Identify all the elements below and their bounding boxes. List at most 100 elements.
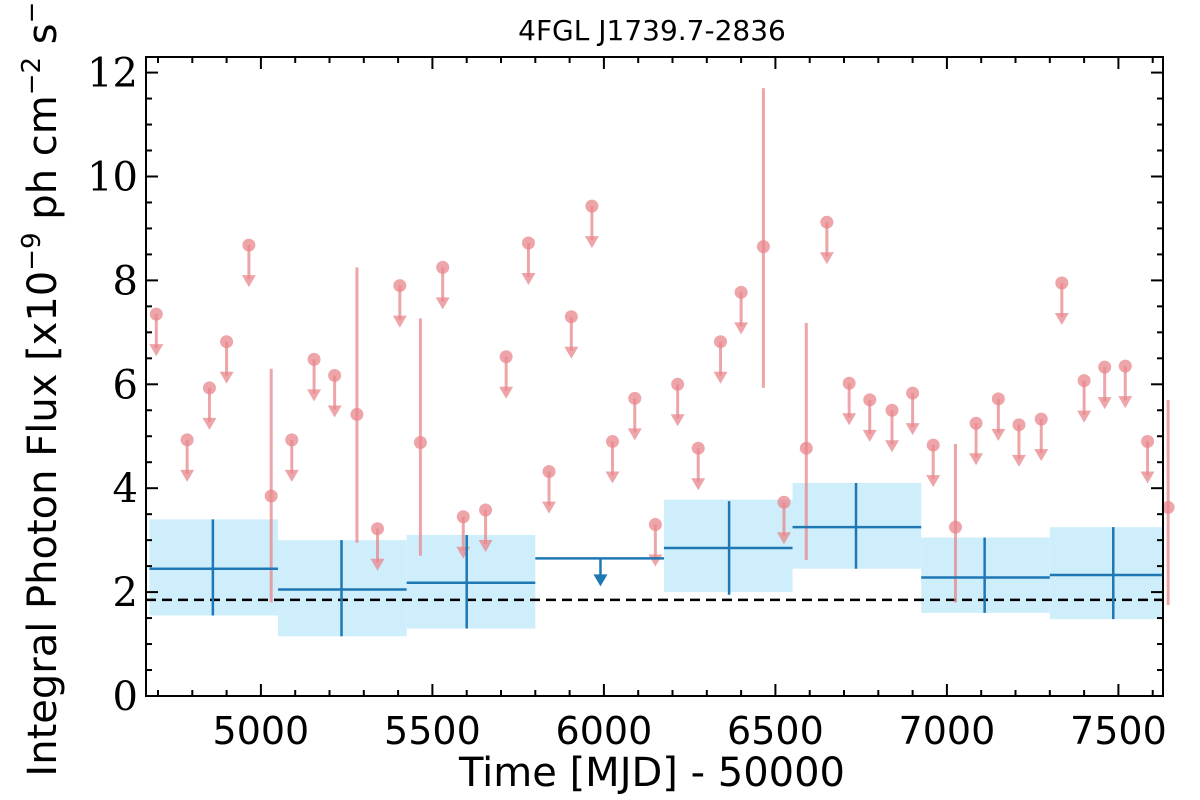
data-marker — [585, 199, 599, 213]
y-axis-label-exp2: −2 — [17, 57, 47, 95]
data-marker — [756, 240, 770, 254]
upper-limit-arrow — [842, 413, 857, 426]
data-marker — [436, 260, 450, 274]
y-axis: 0 2 4 6 8 10 12 — [87, 51, 1163, 720]
data-marker — [149, 307, 163, 321]
data-marker — [648, 518, 662, 532]
short-bin-point-12 — [413, 318, 427, 556]
data-marker — [628, 391, 642, 405]
short-bin-point-3 — [219, 335, 234, 384]
short-bin-point-22 — [627, 391, 642, 441]
y-axis-label-part2: ph cm — [20, 95, 66, 232]
x-tick-label: 6000 — [556, 709, 653, 753]
data-marker — [605, 434, 619, 448]
data-marker — [479, 503, 493, 517]
short-bin-point-47 — [1161, 399, 1175, 606]
data-marker — [393, 279, 407, 293]
short-bin-point-40 — [1011, 418, 1026, 467]
data-marker — [885, 403, 899, 417]
long-bin-point-0 — [149, 519, 279, 616]
short-bin-point-31 — [819, 215, 834, 265]
data-marker — [1055, 276, 1069, 290]
upper-limit-arrow — [1097, 397, 1112, 410]
short-bin-point-5 — [264, 368, 278, 603]
upper-limit-arrow — [202, 417, 217, 430]
short-bin-point-0 — [149, 307, 164, 357]
upper-limit-arrow — [327, 405, 342, 418]
x-tick-label: 5500 — [384, 709, 481, 753]
upper-limit-arrow — [648, 554, 663, 567]
short-bin-point-43 — [1077, 374, 1092, 423]
short-bin-point-21 — [605, 434, 620, 484]
y-tick-label: 10 — [87, 154, 138, 200]
short-bin-point-27 — [734, 285, 749, 335]
data-marker — [842, 376, 856, 390]
data-marker — [714, 335, 728, 349]
data-marker — [1098, 360, 1112, 374]
long-bin-point-3 — [535, 557, 664, 587]
y-tick-label: 8 — [113, 258, 138, 304]
upper-limit-arrow — [521, 272, 536, 285]
y-tick-label: 6 — [113, 362, 138, 408]
data-marker — [926, 438, 940, 452]
data-marker — [307, 352, 321, 366]
short-bin-point-13 — [435, 260, 450, 310]
short-bin-point-37 — [948, 444, 962, 603]
upper-limit-arrow — [819, 252, 834, 265]
short-bin-point-38 — [969, 416, 984, 466]
y-tick-label: 0 — [113, 674, 138, 720]
upper-limit-arrow — [241, 275, 256, 288]
data-marker — [991, 392, 1005, 406]
chart-title: 4FGL J1739.7-2836 — [518, 14, 786, 47]
short-bin-point-8 — [327, 368, 342, 418]
upper-limit-arrow — [627, 428, 642, 441]
short-bin-point-30 — [799, 322, 813, 560]
short-bin-point-20 — [584, 199, 599, 249]
x-tick-label: 5000 — [213, 709, 310, 753]
data-marker — [777, 495, 791, 509]
data-marker — [499, 350, 513, 364]
short-bin-point-19 — [564, 310, 579, 359]
upper-limit-arrow — [605, 471, 620, 484]
upper-limit-arrow — [734, 322, 749, 335]
upper-limit-arrow — [435, 297, 450, 310]
x-tick-label: 7500 — [1070, 709, 1167, 753]
upper-limit-arrow — [885, 440, 900, 453]
upper-limit-arrow — [542, 501, 557, 514]
long-bin-point-7 — [1049, 527, 1163, 620]
y-tick-label: 2 — [113, 570, 138, 616]
data-marker — [371, 522, 385, 536]
short-bin-point-32 — [842, 376, 857, 426]
data-marker — [328, 368, 342, 382]
upper-limit-arrow — [670, 414, 685, 427]
data-marker — [350, 407, 364, 421]
data-marker — [1118, 359, 1132, 373]
plot-area — [146, 88, 1175, 637]
upper-limit-arrow — [1011, 454, 1026, 467]
y-axis-label-exp3: −1 — [17, 0, 47, 23]
data-marker — [820, 215, 834, 229]
y-axis-label-part1: Integral Photon Flux [x10 — [20, 271, 66, 777]
short-bin-point-28 — [756, 88, 770, 388]
data-marker — [564, 310, 578, 324]
upper-limit-arrow — [691, 478, 706, 491]
data-marker — [413, 435, 427, 449]
upper-limit-arrow — [478, 540, 493, 553]
long-bin-point-2 — [406, 534, 536, 629]
long-bin-point-5 — [792, 483, 922, 569]
upper-limit-arrow — [1118, 396, 1133, 409]
short-bin-point-1 — [180, 433, 195, 482]
data-marker — [1141, 434, 1155, 448]
data-marker — [202, 381, 216, 395]
upper-limit-arrow — [584, 236, 599, 249]
data-marker — [691, 441, 705, 455]
short-bin-point-15 — [478, 503, 493, 553]
upper-limit-arrow — [926, 475, 941, 488]
data-marker — [220, 335, 234, 349]
data-marker — [521, 236, 535, 250]
short-bin-point-7 — [307, 352, 322, 402]
upper-limit-arrow — [1034, 449, 1049, 462]
upper-limit-arrow — [593, 574, 608, 587]
short-bin-point-42 — [1054, 276, 1069, 325]
data-marker — [1077, 374, 1091, 388]
